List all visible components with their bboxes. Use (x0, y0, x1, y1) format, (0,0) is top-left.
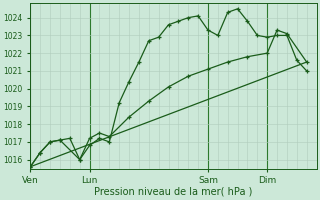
X-axis label: Pression niveau de la mer( hPa ): Pression niveau de la mer( hPa ) (94, 187, 252, 197)
